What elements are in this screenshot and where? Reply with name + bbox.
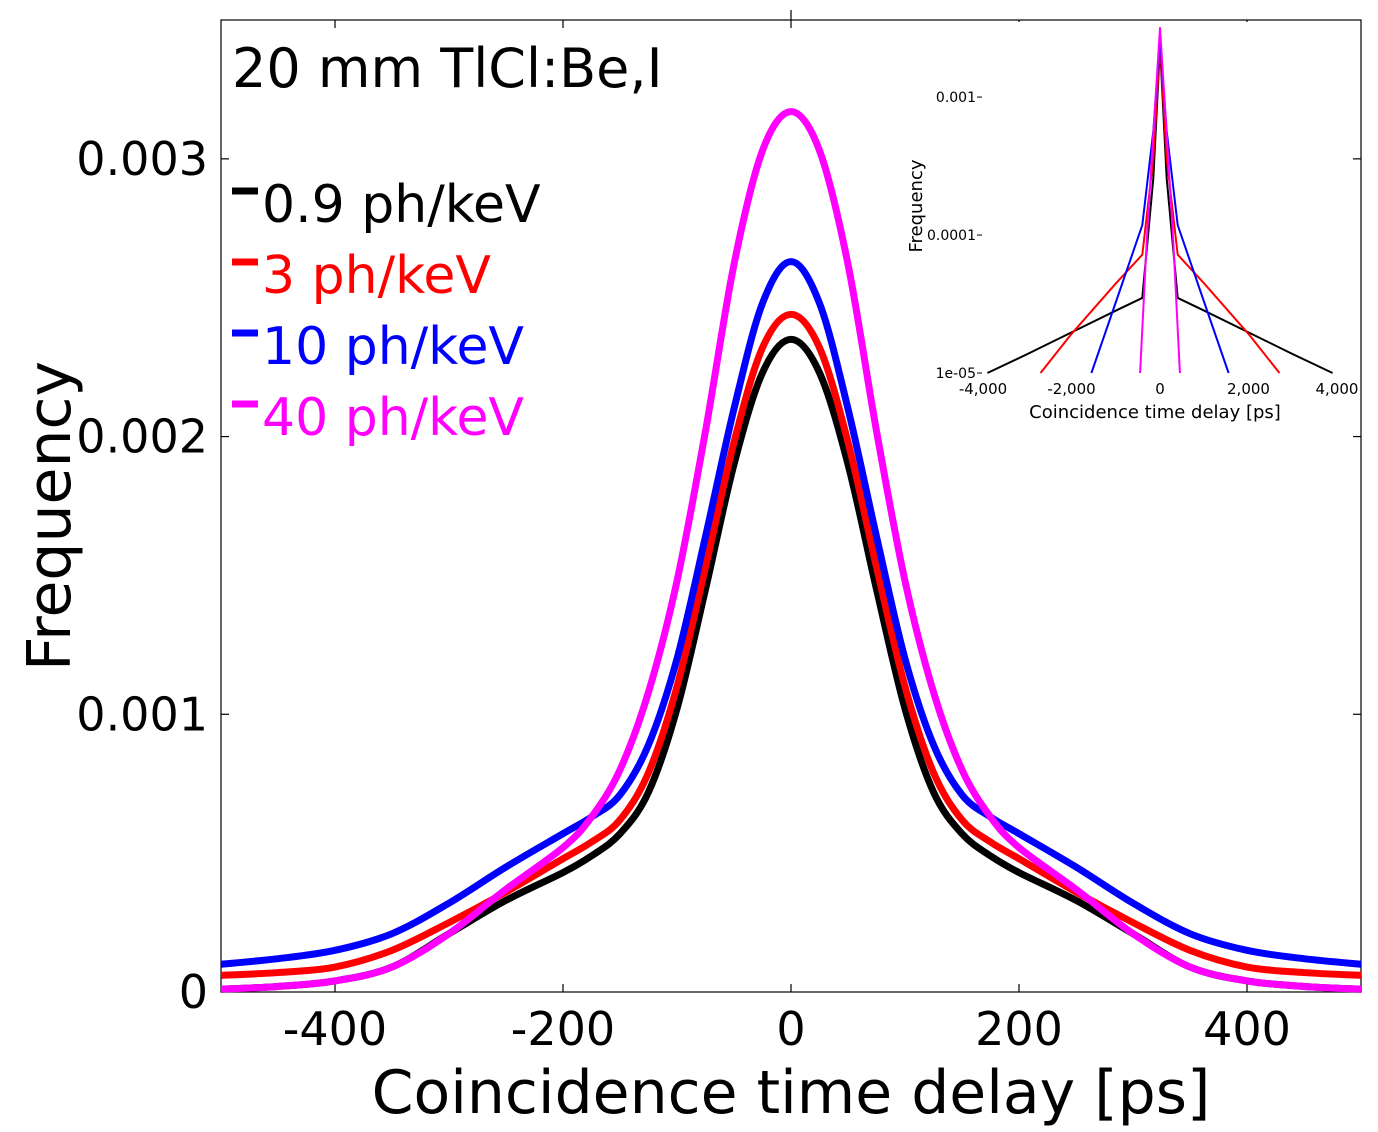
main-chart-title: 20 mm TlCl:Be,I xyxy=(232,37,663,100)
inset-y-axis-label: Frequency xyxy=(906,159,927,252)
inset-y-tick-label: 1e-05 xyxy=(936,366,976,382)
inset-y-tick-label: 0.0001 xyxy=(927,228,976,244)
inset-y-tick-label: 0.001 xyxy=(936,90,976,106)
inset-x-tick-label: 4,000 xyxy=(1316,380,1359,398)
legend-label-3: 10 ph/keV xyxy=(262,317,524,377)
main-x-axis-label: Coincidence time delay [ps] xyxy=(372,1058,1211,1128)
inset-x-tick-label: -4,000 xyxy=(959,380,1007,398)
main-plot: -400 -200 0 200 400 0 0.001 0.002 0.003 20 mm T… xyxy=(15,10,1362,1128)
inset-series-group xyxy=(986,26,1334,374)
main-y-tick-label: 0.002 xyxy=(76,410,208,464)
main-series-group xyxy=(220,108,1362,993)
main-x-tick-label: 200 xyxy=(975,1002,1063,1056)
inset-series-line-4 xyxy=(1139,26,1181,374)
main-y-tick-label: 0 xyxy=(179,965,208,1019)
legend-label-4: 40 ph/keV xyxy=(262,388,524,448)
main-y-tick-label: 0.001 xyxy=(76,687,208,741)
main-legend: 0.9 ph/keV 3 ph/keV 10 ph/keV 40 ph/keV xyxy=(232,175,541,448)
inset-plot-background xyxy=(983,22,1345,375)
inset-x-tick-label: -2,000 xyxy=(1047,380,1095,398)
inset-x-tick-label: 0 xyxy=(1155,380,1165,398)
legend-label-2: 3 ph/keV xyxy=(262,246,491,306)
inset-x-axis: -4,000 -2,000 0 2,000 4,000 xyxy=(959,380,1359,398)
legend-label-1: 0.9 ph/keV xyxy=(262,175,541,235)
inset-plot: -4,000 -2,000 0 2,000 4,000 1e-05 0.0001 0.001… xyxy=(906,22,1358,423)
main-y-tick-label: 0.003 xyxy=(76,132,208,186)
main-y-axis-label: Frequency xyxy=(15,361,85,671)
inset-y-axis: 1e-05 0.0001 0.001 xyxy=(927,90,982,382)
main-x-tick-label: -200 xyxy=(511,1002,615,1056)
main-x-tick-label: -400 xyxy=(283,1002,387,1056)
main-x-tick-label: 400 xyxy=(1203,1002,1291,1056)
main-x-tick-label: 0 xyxy=(776,1002,805,1056)
main-x-axis: -400 -200 0 200 400 xyxy=(283,10,1291,1056)
main-series-line-4 xyxy=(220,108,1362,993)
main-y-axis: 0 0.001 0.002 0.003 xyxy=(76,132,1361,1019)
inset-x-tick-label: 2,000 xyxy=(1227,380,1270,398)
main-series-line-3 xyxy=(220,258,1362,968)
main-series-line-1 xyxy=(220,335,1362,993)
inset-x-axis-label: Coincidence time delay [ps] xyxy=(1029,402,1281,423)
